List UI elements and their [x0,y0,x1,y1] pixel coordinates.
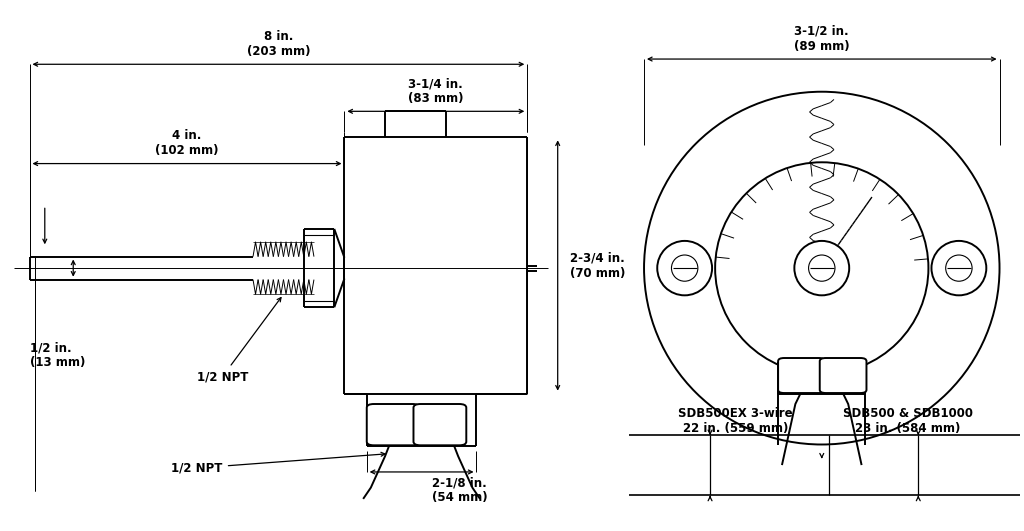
FancyBboxPatch shape [414,404,466,446]
Text: 1/2 in.
(13 mm): 1/2 in. (13 mm) [30,341,85,369]
Text: 4 in.
(102 mm): 4 in. (102 mm) [156,130,219,157]
Text: 1/2 NPT: 1/2 NPT [171,452,385,475]
Ellipse shape [809,255,835,281]
Text: 1/2 NPT: 1/2 NPT [197,297,281,383]
Ellipse shape [932,241,986,295]
FancyBboxPatch shape [820,358,866,393]
FancyBboxPatch shape [367,404,420,446]
Text: SDB500 & SDB1000
23 in. (584 mm): SDB500 & SDB1000 23 in. (584 mm) [843,407,973,435]
FancyBboxPatch shape [778,358,824,393]
Text: 3-1/2 in.
(89 mm): 3-1/2 in. (89 mm) [794,25,850,53]
Ellipse shape [672,255,698,281]
Text: 2-3/4 in.
(70 mm): 2-3/4 in. (70 mm) [570,252,626,279]
Text: 2-1/8 in.
(54 mm): 2-1/8 in. (54 mm) [432,476,487,504]
Ellipse shape [946,255,972,281]
Text: SDB500EX 3-wire
22 in. (559 mm): SDB500EX 3-wire 22 in. (559 mm) [678,407,793,435]
Ellipse shape [795,241,849,295]
Text: 3-1/4 in.
(83 mm): 3-1/4 in. (83 mm) [409,77,464,105]
Text: 8 in.
(203 mm): 8 in. (203 mm) [247,30,310,58]
Ellipse shape [657,241,712,295]
